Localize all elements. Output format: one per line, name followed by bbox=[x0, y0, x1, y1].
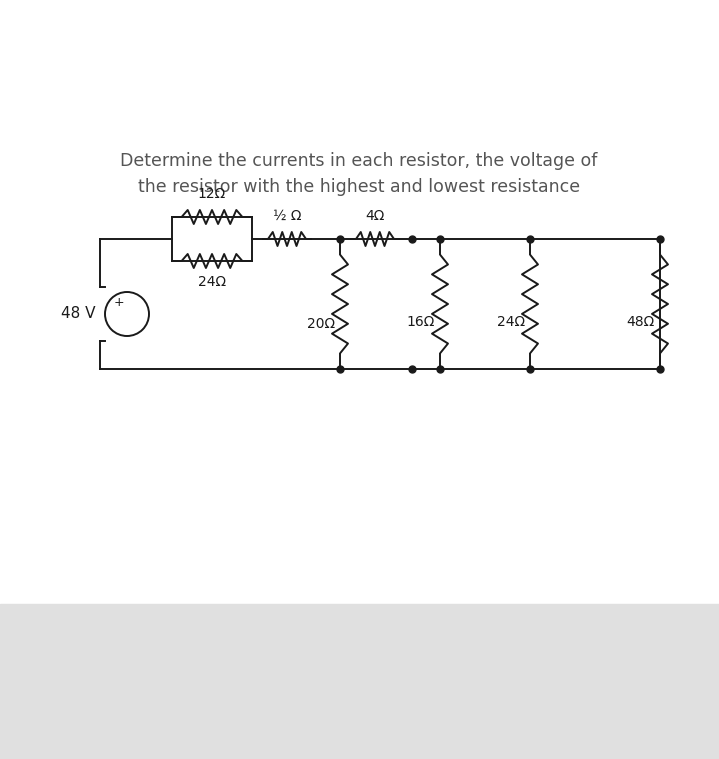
Text: the resistor with the highest and lowest resistance: the resistor with the highest and lowest… bbox=[138, 178, 580, 196]
Text: 48Ω: 48Ω bbox=[627, 315, 655, 329]
Text: 12Ω: 12Ω bbox=[198, 187, 226, 201]
Text: 20Ω: 20Ω bbox=[307, 317, 335, 331]
Bar bbox=[0, 604, 719, 759]
Text: Determine the currents in each resistor, the voltage of: Determine the currents in each resistor,… bbox=[120, 152, 597, 170]
Text: +: + bbox=[114, 295, 124, 308]
Text: ½ Ω: ½ Ω bbox=[273, 209, 301, 223]
Text: 16Ω: 16Ω bbox=[407, 315, 435, 329]
Text: 24Ω: 24Ω bbox=[198, 275, 226, 289]
Text: 4Ω: 4Ω bbox=[365, 209, 385, 223]
Text: 24Ω: 24Ω bbox=[497, 315, 525, 329]
Text: 48 V: 48 V bbox=[60, 307, 95, 322]
